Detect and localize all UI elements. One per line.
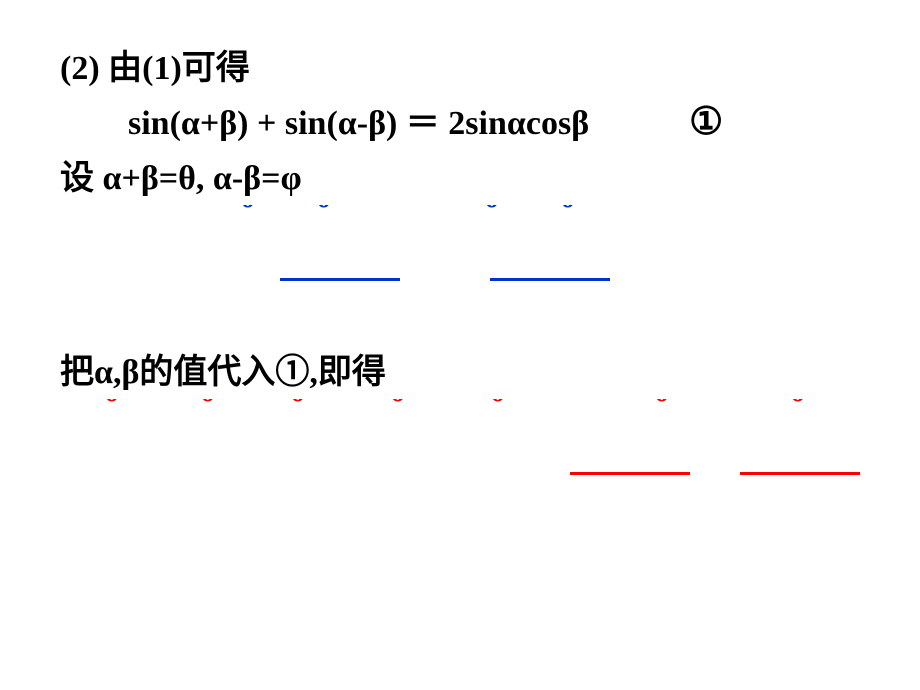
red-underline-1 — [570, 472, 690, 475]
line-2: sin(α+β) + sin(α-β) ＝ 2sinαcosβ ① — [60, 95, 880, 144]
red-underline-row — [60, 439, 880, 483]
red-underline-2 — [740, 472, 860, 475]
hidden-blue-fragment-row: θθθθ — [60, 205, 880, 241]
blue-underline-2 — [490, 278, 610, 281]
equation-marker-1: ① — [689, 99, 723, 144]
line-1: (2) 由(1)可得 — [60, 40, 880, 89]
formula-sum: sin(α+β) + sin(α-β) ＝ 2sinαcosβ — [128, 95, 589, 144]
hidden-red-fragment-row: θθθθθθθ — [60, 399, 880, 435]
line-3: 设 α+β=θ, α-β=φ — [60, 150, 880, 199]
blue-underline-1 — [280, 278, 400, 281]
blue-underline-row — [60, 245, 880, 289]
line-4: 把α,β的值代入①,即得 — [60, 344, 880, 393]
